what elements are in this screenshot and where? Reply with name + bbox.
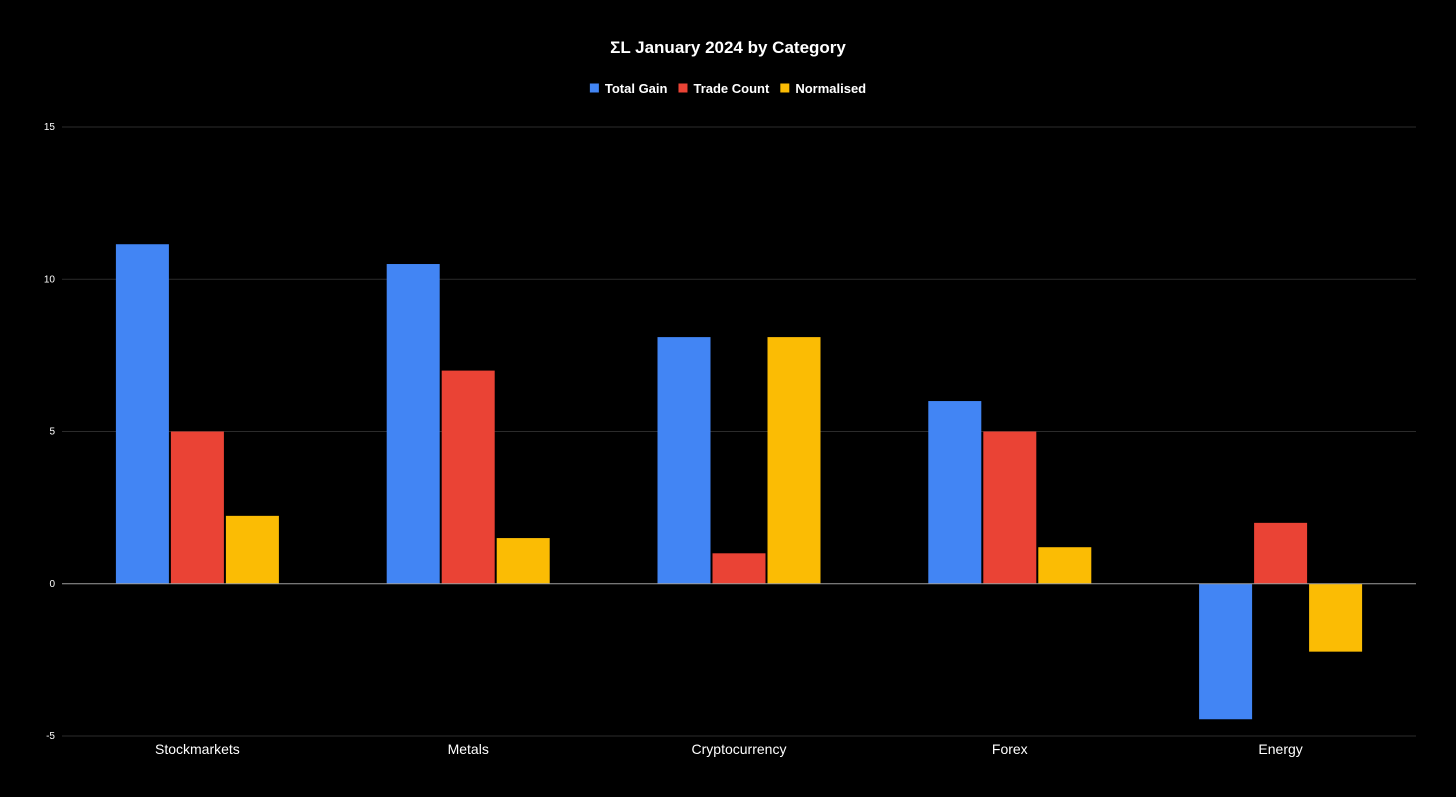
bar-total-gain-energy bbox=[1199, 583, 1253, 720]
bar-trade-count-forex bbox=[983, 431, 1037, 584]
bar-normalised-energy bbox=[1309, 583, 1363, 652]
chart-title: ΣL January 2024 by Category bbox=[610, 38, 846, 57]
bar-normalised-cryptocurrency bbox=[767, 337, 821, 584]
x-tick-label-energy: Energy bbox=[1258, 741, 1302, 757]
x-tick-label-forex: Forex bbox=[992, 741, 1028, 757]
bar-total-gain-metals bbox=[386, 264, 440, 584]
y-axis-tick-labels: 15 10 5 0 -5 bbox=[44, 122, 56, 742]
y-tick-label: -5 bbox=[46, 731, 55, 742]
bar-normalised-forex bbox=[1038, 547, 1092, 584]
bar-trade-count-cryptocurrency bbox=[712, 553, 766, 584]
legend-label-trade-count: Trade Count bbox=[693, 81, 770, 96]
bar-total-gain-cryptocurrency bbox=[657, 337, 711, 584]
legend-label-total-gain: Total Gain bbox=[605, 81, 668, 96]
chart-legend: Total Gain Trade Count Normalised bbox=[589, 81, 866, 96]
bar-total-gain-stockmarkets bbox=[115, 244, 169, 584]
chart-bars bbox=[115, 244, 1363, 720]
bar-normalised-stockmarkets bbox=[225, 515, 279, 584]
bar-normalised-metals bbox=[496, 538, 550, 584]
x-tick-label-metals: Metals bbox=[448, 741, 489, 757]
x-tick-label-cryptocurrency: Cryptocurrency bbox=[692, 741, 787, 757]
x-axis-tick-labels: Stockmarkets Metals Cryptocurrency Forex Ene… bbox=[155, 741, 1303, 757]
legend-label-normalised: Normalised bbox=[795, 81, 866, 96]
bar-trade-count-energy bbox=[1254, 522, 1308, 584]
x-tick-label-stockmarkets: Stockmarkets bbox=[155, 741, 240, 757]
y-tick-label: 15 bbox=[44, 122, 56, 133]
bar-trade-count-metals bbox=[441, 370, 495, 584]
y-tick-label: 5 bbox=[49, 427, 55, 438]
bar-total-gain-forex bbox=[928, 401, 982, 584]
legend-item-trade-count: Trade Count bbox=[678, 81, 770, 96]
legend-item-normalised: Normalised bbox=[780, 81, 866, 96]
chart-gridlines bbox=[62, 126, 1416, 737]
legend-swatch-normalised bbox=[780, 83, 790, 93]
y-tick-label: 0 bbox=[49, 579, 55, 590]
legend-swatch-trade-count bbox=[678, 83, 688, 93]
bar-trade-count-stockmarkets bbox=[170, 431, 224, 584]
legend-swatch-total-gain bbox=[589, 83, 599, 93]
legend-item-total-gain: Total Gain bbox=[589, 81, 668, 96]
y-tick-label: 10 bbox=[44, 274, 56, 285]
